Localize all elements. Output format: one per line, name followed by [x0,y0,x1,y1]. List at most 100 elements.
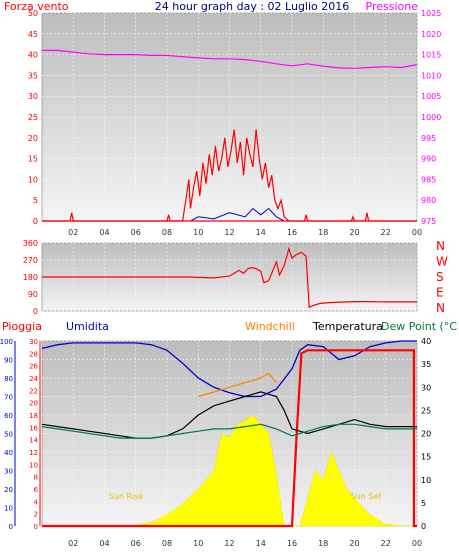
direction-tick-label: 0 [33,307,38,316]
sunrise-label: Sun Rise [109,492,144,501]
rain-tick-label: 30 [29,338,38,346]
x-tick-label: 18 [318,228,328,237]
rain-tick-label: 18 [29,412,38,420]
rain-tick-label: 14 [29,437,38,445]
wind-avg-line [190,207,285,222]
x-tick-label: 04 [99,228,109,237]
x-tick-label: 14 [256,228,266,237]
humidity-tick-label: 70 [4,394,13,402]
wind-tick-label: 0 [33,217,38,226]
humidity-tick-label: 80 [4,375,13,383]
direction-tick-label: 180 [23,273,38,282]
temperature-tick-label: 30 [421,383,431,392]
temperature-tick-label: 25 [421,406,431,415]
wind-title: Forza vento [4,0,69,13]
temperature-tick-label: 10 [421,476,431,485]
pressure-title: Pressione [366,0,419,13]
temperature-tick-label: 0 [421,522,426,531]
temperature-tick-label: 20 [421,430,431,439]
wind-tick-label: 25 [28,113,38,122]
temperature-line [41,391,417,439]
direction-tick-label: 360 [23,239,38,248]
temperature-tick-label: 15 [421,453,431,462]
solar-area [42,414,417,527]
pressure-tick-label: 1010 [421,71,441,80]
pressure-tick-label: 1015 [421,51,441,60]
pressure-line [42,49,418,69]
temperature-tick-label: 40 [421,337,431,346]
rain-tick-label: 0 [34,523,38,531]
rain-tick-label: 2 [34,511,38,519]
wind-direction-line [42,246,417,309]
rain-tick-label: 22 [29,387,38,395]
rain-tick-label: 12 [29,449,38,457]
rain-line [42,349,417,528]
rain-tick-label: 8 [34,474,38,482]
humidity-tick-label: 10 [4,505,13,513]
windchill-line [198,372,277,398]
direction-tick-label: 270 [23,256,38,265]
compass-label: S [436,270,444,284]
pressure-tick-label: 980 [421,196,436,205]
x-tick-label: 22 [381,228,391,237]
rain-tick-label: 10 [29,461,38,469]
x-tick-label: 18 [318,539,328,548]
x-tick-label: 00 [412,539,422,548]
wind-gust-line [42,129,417,222]
wind-tick-label: 5 [33,196,38,205]
wind-tick-label: 10 [28,175,38,184]
x-tick-label: 16 [287,539,297,548]
humidity-tick-label: 30 [4,468,13,476]
humidity-tick-label: 0 [9,523,13,531]
wind-tick-label: 35 [28,71,38,80]
x-tick-label: 12 [224,228,234,237]
wind-tick-label: 50 [28,9,38,18]
humidity-tick-label: 90 [4,357,13,365]
sunset-label: Sun Set [351,492,382,501]
x-tick-label: 08 [162,539,172,548]
humidity-tick-label: 40 [4,449,13,457]
x-tick-label: 08 [162,228,172,237]
rain-legend: Pioggia [2,320,42,333]
x-tick-label: 14 [256,539,266,548]
x-tick-label: 22 [381,539,391,548]
x-tick-label: 06 [131,539,141,548]
wind-tick-label: 20 [28,134,38,143]
compass-label: N [436,301,445,315]
wind-tick-label: 40 [28,51,38,60]
rain-tick-label: 26 [29,363,38,371]
x-tick-label: 02 [68,539,78,548]
pressure-tick-label: 995 [421,134,436,143]
rain-tick-label: 28 [29,350,38,358]
pressure-tick-label: 1025 [421,9,441,18]
rain-tick-label: 6 [34,486,39,494]
humidity-tick-label: 20 [4,486,13,494]
pressure-tick-label: 990 [421,155,436,164]
x-tick-label: 10 [193,539,203,548]
humidity-line [41,340,417,398]
pressure-tick-label: 1000 [421,113,441,122]
wind-tick-label: 45 [28,30,38,39]
dewpoint-legend: Dew Point (°C [381,320,457,333]
x-tick-label: 00 [412,228,422,237]
humidity-tick-label: 100 [0,338,13,346]
dewpoint-line [41,423,417,439]
wind-tick-label: 15 [28,155,38,164]
pressure-tick-label: 1005 [421,92,441,101]
pressure-tick-label: 1020 [421,30,441,39]
humidity-tick-label: 50 [4,431,13,439]
x-tick-label: 20 [349,228,359,237]
pressure-tick-label: 985 [421,175,436,184]
wind-tick-label: 30 [28,92,38,101]
x-tick-label: 16 [287,228,297,237]
compass-label: W [436,255,448,269]
x-tick-label: 10 [193,228,203,237]
humidity-tick-label: 60 [4,412,13,420]
x-tick-label: 04 [99,539,109,548]
x-tick-label: 12 [224,539,234,548]
chart-title: 24 hour graph day : 02 Luglio 2016 [155,0,350,13]
x-tick-label: 20 [349,539,359,548]
rain-tick-label: 20 [29,400,38,408]
temperature-tick-label: 35 [421,360,431,369]
